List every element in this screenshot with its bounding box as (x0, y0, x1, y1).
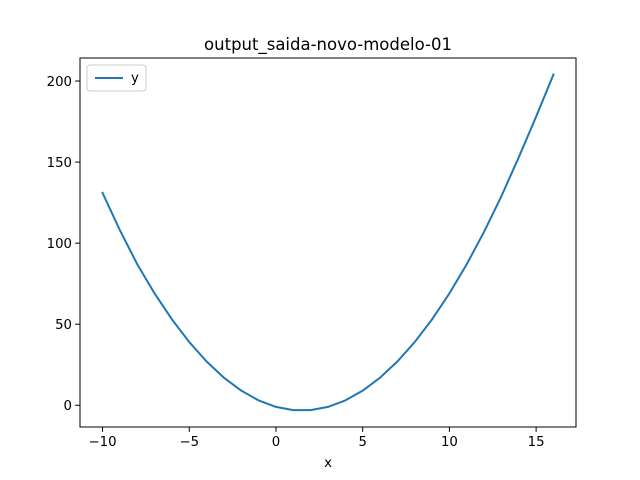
x-tick-label: 10 (441, 435, 458, 450)
series-line-y (101, 73, 555, 412)
plot-area (101, 73, 555, 412)
x-tick-label: 0 (272, 435, 280, 450)
x-axis-label: x (324, 456, 332, 471)
x-tick-label: 5 (358, 435, 366, 450)
y-tick-label: 50 (55, 318, 72, 333)
x-tick-label: 15 (528, 435, 545, 450)
axes-frame (79, 57, 577, 428)
chart-title: output_saida-novo-modelo-01 (204, 35, 452, 55)
x-axis: −10 −5 0 5 10 15 (89, 427, 545, 450)
y-tick-label: 150 (47, 156, 72, 171)
y-axis: 0 50 100 150 200 (47, 75, 80, 414)
y-tick-label: 0 (64, 399, 72, 414)
y-tick-label: 200 (47, 75, 72, 90)
y-tick-label: 100 (47, 237, 72, 252)
x-tick-label: −5 (179, 435, 199, 450)
x-tick-label: −10 (89, 435, 117, 450)
legend-label-y: y (131, 71, 139, 86)
legend: y (86, 64, 147, 92)
